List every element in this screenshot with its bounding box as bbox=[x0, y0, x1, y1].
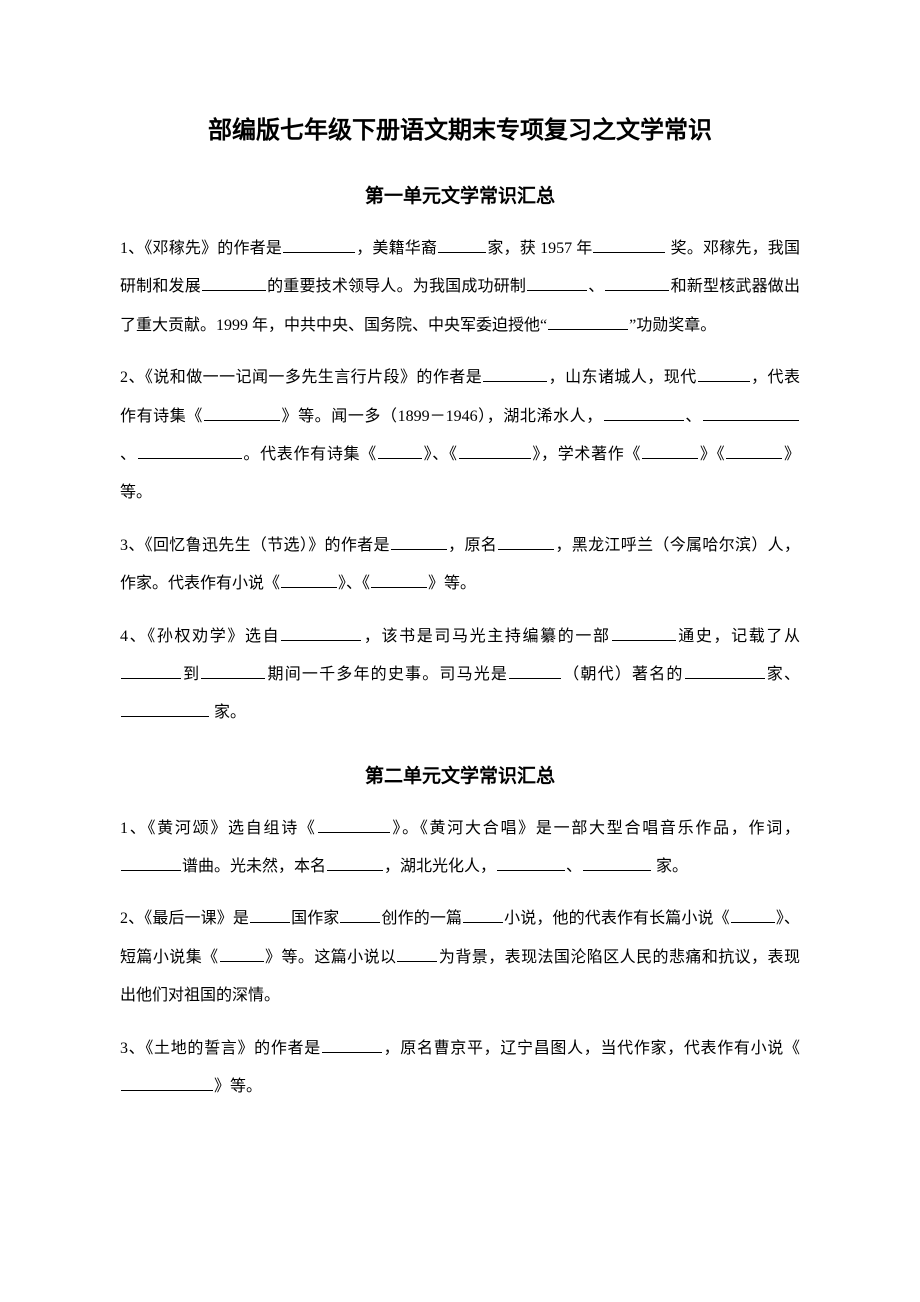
fill-blank[interactable] bbox=[220, 945, 264, 962]
text-run: 到 bbox=[182, 666, 200, 683]
question-item: 2、《说和做一一记闻一多先生言行片段》的作者是，山东诸城人，现代，代表作有诗集《… bbox=[120, 359, 800, 513]
text-run: 谱曲。光未然，本名 bbox=[182, 858, 326, 875]
text-run: 国作家 bbox=[291, 910, 339, 927]
fill-blank[interactable] bbox=[703, 404, 799, 421]
text-run: ，湖北光化人， bbox=[384, 858, 496, 875]
section-title: 第二单元文学常识汇总 bbox=[120, 761, 800, 788]
text-run: 3、《回忆鲁迅先生（节选）》的作者是 bbox=[120, 537, 390, 554]
section-title: 第一单元文学常识汇总 bbox=[120, 181, 800, 208]
fill-blank[interactable] bbox=[250, 906, 290, 923]
fill-blank[interactable] bbox=[121, 1074, 213, 1091]
fill-blank[interactable] bbox=[604, 404, 684, 421]
text-run: ，美籍华裔 bbox=[356, 240, 437, 257]
text-run: 创作的一篇 bbox=[381, 910, 462, 927]
text-run: 。代表作有诗集《 bbox=[243, 446, 377, 463]
text-run: 》等。 bbox=[428, 575, 476, 592]
text-run: 家，获 1957 年 bbox=[487, 240, 592, 257]
fill-blank[interactable] bbox=[438, 236, 486, 253]
fill-blank[interactable] bbox=[138, 442, 242, 459]
fill-blank[interactable] bbox=[685, 662, 765, 679]
fill-blank[interactable] bbox=[463, 906, 503, 923]
text-run: 2、《说和做一一记闻一多先生言行片段》的作者是 bbox=[120, 369, 482, 386]
fill-blank[interactable] bbox=[204, 404, 280, 421]
text-run: 家、 bbox=[766, 666, 800, 683]
text-run: 家。 bbox=[652, 858, 688, 875]
fill-blank[interactable] bbox=[548, 313, 628, 330]
fill-blank[interactable] bbox=[397, 945, 437, 962]
text-run: 期间一千多年的史事。司马光是 bbox=[266, 666, 508, 683]
question-item: 2、《最后一课》是国作家创作的一篇小说，他的代表作有长篇小说《》、短篇小说集《》… bbox=[120, 900, 800, 1015]
main-title: 部编版七年级下册语文期末专项复习之文学常识 bbox=[120, 110, 800, 145]
text-run: 》等。闻一多（1899－1946），湖北浠水人， bbox=[281, 408, 603, 425]
fill-blank[interactable] bbox=[498, 533, 554, 550]
text-run: （朝代）著名的 bbox=[562, 666, 683, 683]
text-run: 》。《黄河大合唱》是一部大型合唱音乐作品，作词， bbox=[391, 820, 800, 837]
question-item: 4、《孙权劝学》选自 ，该书是司马光主持编纂的一部 通史，记载了从到 期间一千多年的史… bbox=[120, 618, 800, 733]
question-item: 1、《邓稼先》的作者是，美籍华裔家，获 1957 年 奖。邓稼先，我国研制和发展… bbox=[120, 230, 800, 345]
text-run: ，山东诸城人，现代 bbox=[548, 369, 696, 386]
text-run: 通史，记载了从 bbox=[677, 628, 800, 645]
fill-blank[interactable] bbox=[509, 662, 561, 679]
text-run: 1、《邓稼先》的作者是 bbox=[120, 240, 282, 257]
text-run: 、 bbox=[685, 408, 702, 425]
text-run: 》、《 bbox=[423, 446, 458, 463]
fill-blank[interactable] bbox=[459, 442, 531, 459]
fill-blank[interactable] bbox=[583, 854, 651, 871]
fill-blank[interactable] bbox=[642, 442, 698, 459]
document-page: 部编版七年级下册语文期末专项复习之文学常识 第一单元文学常识汇总 1、《邓稼先》的… bbox=[0, 0, 920, 1200]
text-run: 、 bbox=[566, 858, 582, 875]
fill-blank[interactable] bbox=[605, 274, 669, 291]
fill-blank[interactable] bbox=[612, 624, 676, 641]
question-item: 3、《回忆鲁迅先生（节选）》的作者是，原名，黑龙江呼兰（今属哈尔滨）人，作家。代… bbox=[120, 527, 800, 604]
text-run: 3、《土地的誓言》的作者是 bbox=[120, 1040, 321, 1057]
text-run: 家。 bbox=[210, 704, 246, 721]
text-run: 》等。这篇小说以 bbox=[265, 949, 397, 966]
fill-blank[interactable] bbox=[698, 365, 750, 382]
fill-blank[interactable] bbox=[121, 662, 181, 679]
text-run: ，原名曹京平，辽宁昌图人，当代作家，代表作有小说《 bbox=[383, 1040, 800, 1057]
text-run: 》，学术著作《 bbox=[532, 446, 642, 463]
fill-blank[interactable] bbox=[281, 624, 361, 641]
fill-blank[interactable] bbox=[201, 662, 265, 679]
fill-blank[interactable] bbox=[283, 236, 355, 253]
question-item: 3、《土地的誓言》的作者是 ，原名曹京平，辽宁昌图人，当代作家，代表作有小说《》等… bbox=[120, 1030, 800, 1107]
fill-blank[interactable] bbox=[340, 906, 380, 923]
fill-blank[interactable] bbox=[726, 442, 782, 459]
fill-blank[interactable] bbox=[497, 854, 565, 871]
text-run: ”功勋奖章。 bbox=[629, 317, 716, 334]
fill-blank[interactable] bbox=[527, 274, 587, 291]
fill-blank[interactable] bbox=[318, 816, 390, 833]
text-run: 小说，他的代表作有长篇小说《 bbox=[504, 910, 730, 927]
text-run: 》《 bbox=[699, 446, 725, 463]
text-run: 的重要技术领导人。为我国成功研制 bbox=[267, 278, 526, 295]
fill-blank[interactable] bbox=[731, 906, 775, 923]
text-run: 》等。 bbox=[214, 1078, 262, 1095]
fill-blank[interactable] bbox=[121, 700, 209, 717]
text-run: 、 bbox=[588, 278, 604, 295]
fill-blank[interactable] bbox=[322, 1036, 382, 1053]
fill-blank[interactable] bbox=[483, 365, 547, 382]
text-run: 》、《 bbox=[338, 575, 370, 592]
question-item: 1、《黄河颂》选自组诗《 》。《黄河大合唱》是一部大型合唱音乐作品，作词， 谱曲。光… bbox=[120, 810, 800, 887]
text-run: 、 bbox=[120, 446, 137, 463]
text-run: 1、《黄河颂》选自组诗《 bbox=[120, 820, 317, 837]
fill-blank[interactable] bbox=[378, 442, 422, 459]
text-run: 4、《孙权劝学》选自 bbox=[120, 628, 280, 645]
fill-blank[interactable] bbox=[202, 274, 266, 291]
fill-blank[interactable] bbox=[593, 236, 665, 253]
fill-blank[interactable] bbox=[121, 854, 181, 871]
text-run: 2、《最后一课》是 bbox=[120, 910, 249, 927]
text-run: ，该书是司马光主持编纂的一部 bbox=[362, 628, 610, 645]
fill-blank[interactable] bbox=[371, 571, 427, 588]
fill-blank[interactable] bbox=[281, 571, 337, 588]
fill-blank[interactable] bbox=[391, 533, 447, 550]
fill-blank[interactable] bbox=[327, 854, 383, 871]
text-run: ，原名 bbox=[448, 537, 497, 554]
content-body: 第一单元文学常识汇总1、《邓稼先》的作者是，美籍华裔家，获 1957 年 奖。邓… bbox=[120, 181, 800, 1106]
